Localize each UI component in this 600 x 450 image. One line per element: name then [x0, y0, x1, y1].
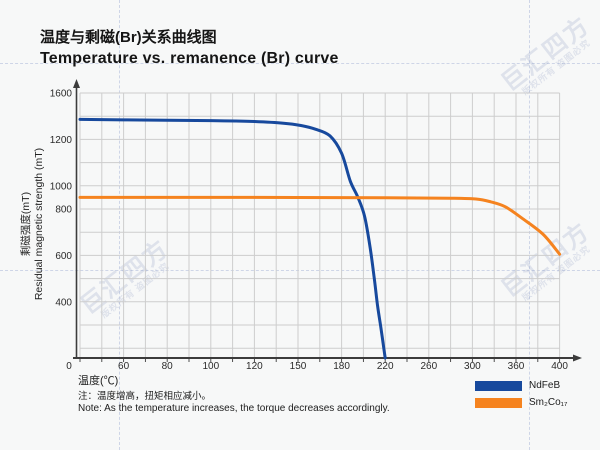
x-axis-arrow	[573, 354, 582, 362]
y-tick-label: 1600	[50, 89, 73, 100]
x-tick-label: 120	[246, 361, 263, 372]
curve-sm2co17	[78, 195, 562, 256]
x-tick-label: 220	[377, 361, 394, 372]
legend: NdFeB Sm₂Co₁₇	[475, 379, 567, 413]
chart-title-en: Temperature vs. remanence (Br) curve	[40, 50, 339, 67]
x-axis-title: 温度(℃)	[78, 375, 119, 387]
footnote-en: Note: As the temperature increases, the …	[78, 403, 390, 414]
legend-swatch-ndfeb	[475, 380, 522, 391]
x-tick-label: 400	[551, 361, 568, 372]
y-tick-label: 800	[55, 205, 72, 216]
x-tick-label: 0	[66, 361, 72, 372]
y-tick-label: 400	[55, 297, 72, 308]
curve-ndfeb	[78, 117, 387, 360]
footnote: 注：温度增高，扭矩相应减小。 Note: As the temperature …	[78, 391, 390, 415]
y-axis-arrow	[73, 79, 80, 88]
x-tick-label: 80	[162, 361, 174, 372]
x-tick-label: 360	[508, 361, 525, 372]
y-tick-label: 600	[55, 251, 72, 262]
x-tick-label: 260	[420, 361, 437, 372]
legend-label-ndfeb: NdFeB	[529, 380, 561, 391]
x-tick-label: 150	[290, 361, 307, 372]
legend-swatch-sm2co17	[475, 397, 522, 408]
y-tick-label: 1200	[50, 135, 73, 146]
x-tick-label: 300	[464, 361, 481, 372]
x-tick-label: 60	[118, 361, 130, 372]
footnote-zh: 注：温度增高，扭矩相应减小。	[78, 391, 212, 402]
chart-title-zh: 温度与剩磁(Br)关系曲线图	[40, 29, 217, 46]
legend-label-sm2co17: Sm₂Co₁₇	[529, 397, 568, 408]
legend-item-sm2co17: Sm₂Co₁₇	[475, 396, 567, 409]
legend-item-ndfeb: NdFeB	[475, 379, 567, 392]
x-tick-label: 180	[333, 361, 350, 372]
x-tick-label: 100	[202, 361, 219, 372]
chart-title-block: 温度与剩磁(Br)关系曲线图 Temperature vs. remanence…	[40, 28, 339, 69]
y-tick-label: 1000	[50, 181, 73, 192]
